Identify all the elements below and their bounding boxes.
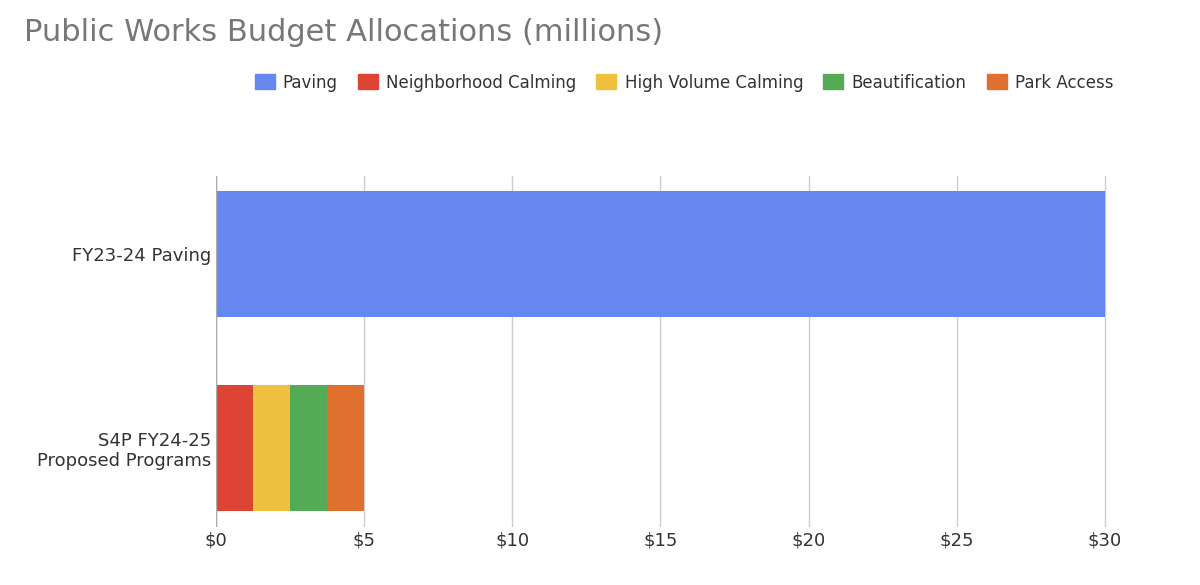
Bar: [290, 385, 328, 511]
Legend: Paving, Neighborhood Calming, High Volume Calming, Beautification, Park Access: Paving, Neighborhood Calming, High Volum…: [248, 67, 1120, 98]
Bar: [328, 385, 364, 511]
Bar: [216, 385, 253, 511]
Text: Public Works Budget Allocations (millions): Public Works Budget Allocations (million…: [24, 18, 664, 47]
Bar: [216, 191, 1105, 317]
Bar: [253, 385, 290, 511]
